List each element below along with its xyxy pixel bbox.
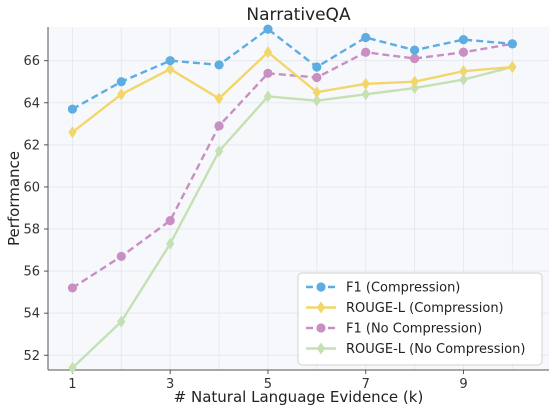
ticks: 52 54 56 58 60 62 64 66 1 3 5 7 9 [23,54,467,392]
series-line [71,42,513,289]
data-point [361,88,370,101]
data-point [165,215,175,226]
data-point [459,73,468,86]
data-point [312,94,322,107]
data-point [165,56,175,66]
data-point [459,65,468,78]
data-point [68,126,77,139]
data-point [458,47,469,57]
data-point [263,68,273,78]
data-point [312,72,322,83]
data-point [458,35,469,45]
series-1 [68,46,517,139]
data-point [116,251,126,261]
y-tick-label: 58 [23,223,40,238]
legend-label: ROUGE-L (Compression) [346,301,504,316]
data-point [214,145,224,158]
legend-label: F1 (Compression) [346,281,460,296]
data-point [409,53,420,64]
data-point [410,82,419,95]
data-point [214,60,224,70]
legend-label: ROUGE-L (No Compression) [346,342,525,357]
y-tick-label: 60 [23,180,40,195]
legend-item: ROUGE-L (No Compression) [306,342,525,357]
data-point [263,24,273,34]
series-0 [67,24,517,114]
data-point [214,121,224,131]
legend-label: F1 (No Compression) [346,322,482,337]
x-tick-label: 7 [362,377,370,392]
data-point [312,86,322,99]
data-point [67,104,78,114]
x-tick-label: 1 [68,377,76,392]
x-axis-title: # Natural Language Evidence (k) [174,388,424,406]
series-line [71,51,513,134]
data-point [214,92,224,105]
data-point [361,77,370,90]
y-tick-label: 56 [23,265,40,280]
data-point [508,60,517,73]
data-point [67,283,78,293]
data-point [165,237,175,250]
series-layer [67,24,517,374]
legend-item: F1 (No Compression) [306,322,482,337]
y-tick-label: 52 [23,349,40,364]
data-point [117,88,126,101]
legend-swatch-marker [316,342,326,355]
x-tick-label: 3 [166,377,174,392]
legend-swatch-marker [316,301,326,314]
legend-swatch-marker [316,282,326,292]
legend-box [297,272,543,366]
chart-title: NarrativeQA [246,5,351,25]
data-point [361,47,371,57]
series-line [71,65,513,369]
data-point [116,77,126,87]
data-point [68,361,77,374]
legend-item: F1 (Compression) [306,281,460,296]
x-tick-label: 5 [264,377,272,392]
data-point [361,32,371,43]
legend-swatch-marker [316,323,326,333]
series-line [71,27,513,111]
y-tick-label: 66 [23,54,40,69]
legend-item: ROUGE-L (Compression) [306,301,504,316]
x-tick-label: 9 [459,377,467,392]
y-tick-label: 62 [23,138,40,153]
data-point [263,90,273,103]
legend: F1 (Compression) ROUGE-L (Compression) F1 … [297,272,543,366]
data-point [117,315,126,328]
y-tick-label: 54 [23,307,40,322]
data-point [409,45,420,55]
data-point [312,62,322,72]
y-axis-title: Performance [5,151,23,246]
data-point [410,75,419,88]
data-point [507,39,517,49]
y-tick-label: 64 [23,96,40,111]
series-3 [68,60,517,374]
data-point [165,63,175,76]
data-point [263,46,273,59]
